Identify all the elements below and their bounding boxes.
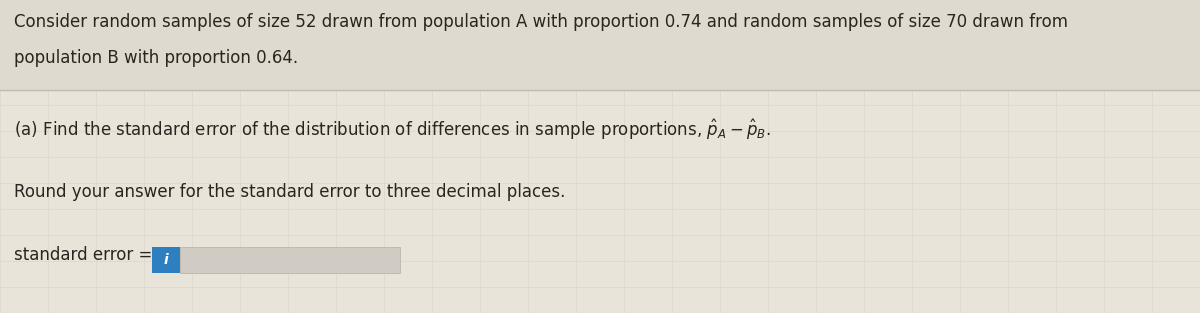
Text: Consider random samples of size 52 drawn from population A with proportion 0.74 : Consider random samples of size 52 drawn…	[14, 13, 1068, 31]
Text: Round your answer for the standard error to three decimal places.: Round your answer for the standard error…	[14, 183, 565, 201]
Bar	[180, 247, 400, 273]
Text: standard error =: standard error =	[14, 246, 152, 264]
Bar	[152, 247, 180, 273]
Bar	[0, 0, 1200, 90]
Text: i: i	[163, 253, 168, 267]
Text: population B with proportion 0.64.: population B with proportion 0.64.	[14, 49, 298, 67]
Text: (a) Find the standard error of the distribution of differences in sample proport: (a) Find the standard error of the distr…	[14, 118, 770, 142]
